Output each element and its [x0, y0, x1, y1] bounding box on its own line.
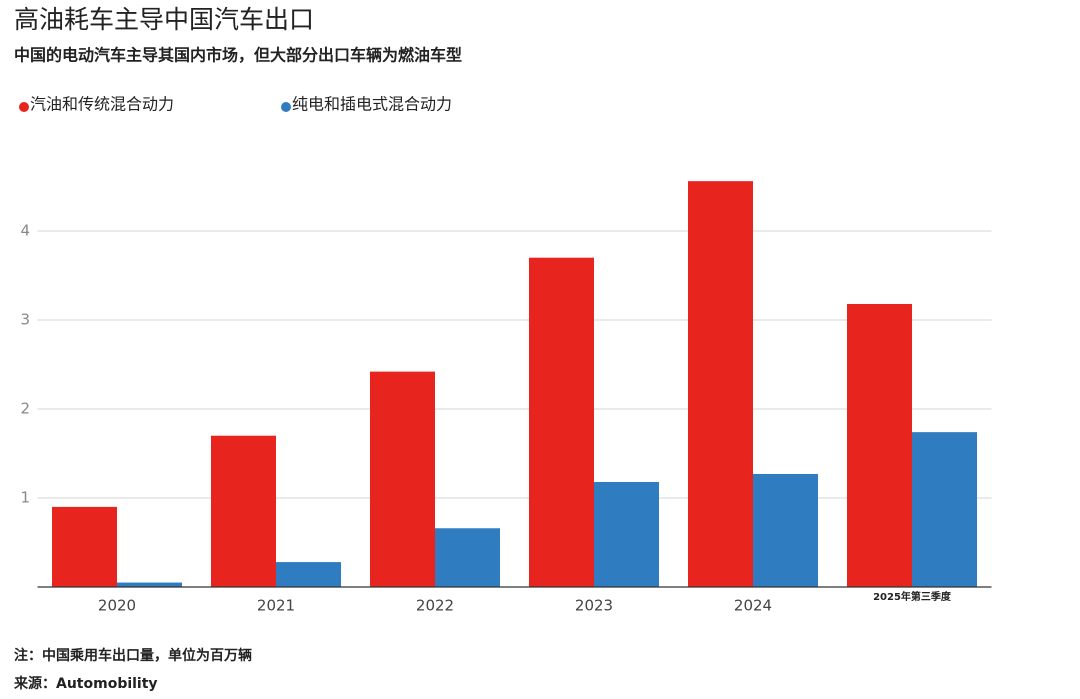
legend-label: 汽油和传统混合动力 — [30, 95, 174, 114]
chart-subtitle: 中国的电动汽车主导其国内市场，但大部分出口车辆为燃油车型 — [14, 46, 462, 65]
bar — [52, 506, 117, 587]
x-tick-label: 2021 — [257, 597, 295, 615]
note: 注：中国乘用车出口量，单位为百万辆 — [14, 647, 252, 664]
bar — [688, 181, 753, 587]
bar — [435, 528, 500, 587]
bar — [912, 432, 977, 587]
x-tick-label: 2025年第三季度 — [873, 590, 952, 603]
bar — [117, 582, 182, 587]
bar — [276, 562, 341, 587]
x-tick-label: 2023 — [575, 597, 613, 615]
bar — [594, 481, 659, 587]
bar — [211, 435, 276, 587]
y-tick-label: 1 — [20, 489, 30, 507]
x-tick-label: 2024 — [734, 597, 772, 615]
legend-label: 纯电和插电式混合动力 — [292, 95, 452, 114]
bar — [847, 303, 912, 587]
source: 来源：Automobility — [13, 675, 158, 692]
legend-marker — [19, 102, 29, 112]
x-tick-label: 2022 — [416, 597, 454, 615]
bar — [529, 257, 594, 587]
y-tick-label: 2 — [20, 400, 30, 418]
chart-title: 高油耗车主导中国汽车出口 — [14, 5, 314, 34]
legend-marker — [281, 102, 291, 112]
bar — [753, 473, 818, 587]
y-tick-label: 3 — [20, 311, 30, 329]
y-tick-label: 4 — [20, 222, 30, 240]
bar — [370, 371, 435, 587]
x-tick-label: 2020 — [98, 597, 136, 615]
